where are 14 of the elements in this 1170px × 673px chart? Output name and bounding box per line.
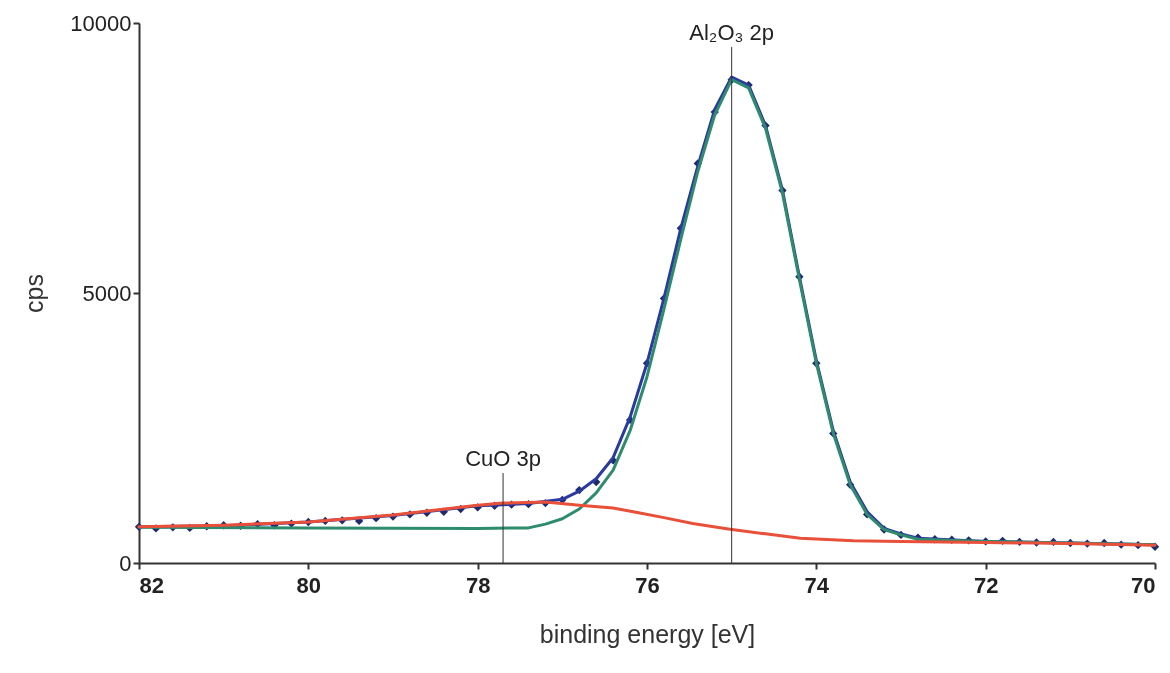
x-tick-label: 70 bbox=[1131, 572, 1156, 598]
y-tick-label: 10000 bbox=[70, 10, 132, 36]
x-tick-label: 78 bbox=[465, 572, 491, 598]
x-axis-title: binding energy [eV] bbox=[539, 619, 756, 648]
x-tick-label: 74 bbox=[804, 572, 830, 598]
x-tick-label: 80 bbox=[296, 572, 322, 598]
y-axis-title: cps bbox=[20, 274, 49, 313]
ref-line-label: Al₂O₃ 2p bbox=[689, 20, 775, 45]
x-tick-label: 72 bbox=[973, 572, 999, 598]
x-tick-label: 82 bbox=[139, 572, 164, 598]
y-tick-label: 5000 bbox=[82, 280, 132, 306]
ref-line-label: CuO 3p bbox=[465, 446, 541, 472]
y-tick-label: 0 bbox=[119, 550, 132, 576]
x-tick-label: 76 bbox=[635, 572, 660, 598]
